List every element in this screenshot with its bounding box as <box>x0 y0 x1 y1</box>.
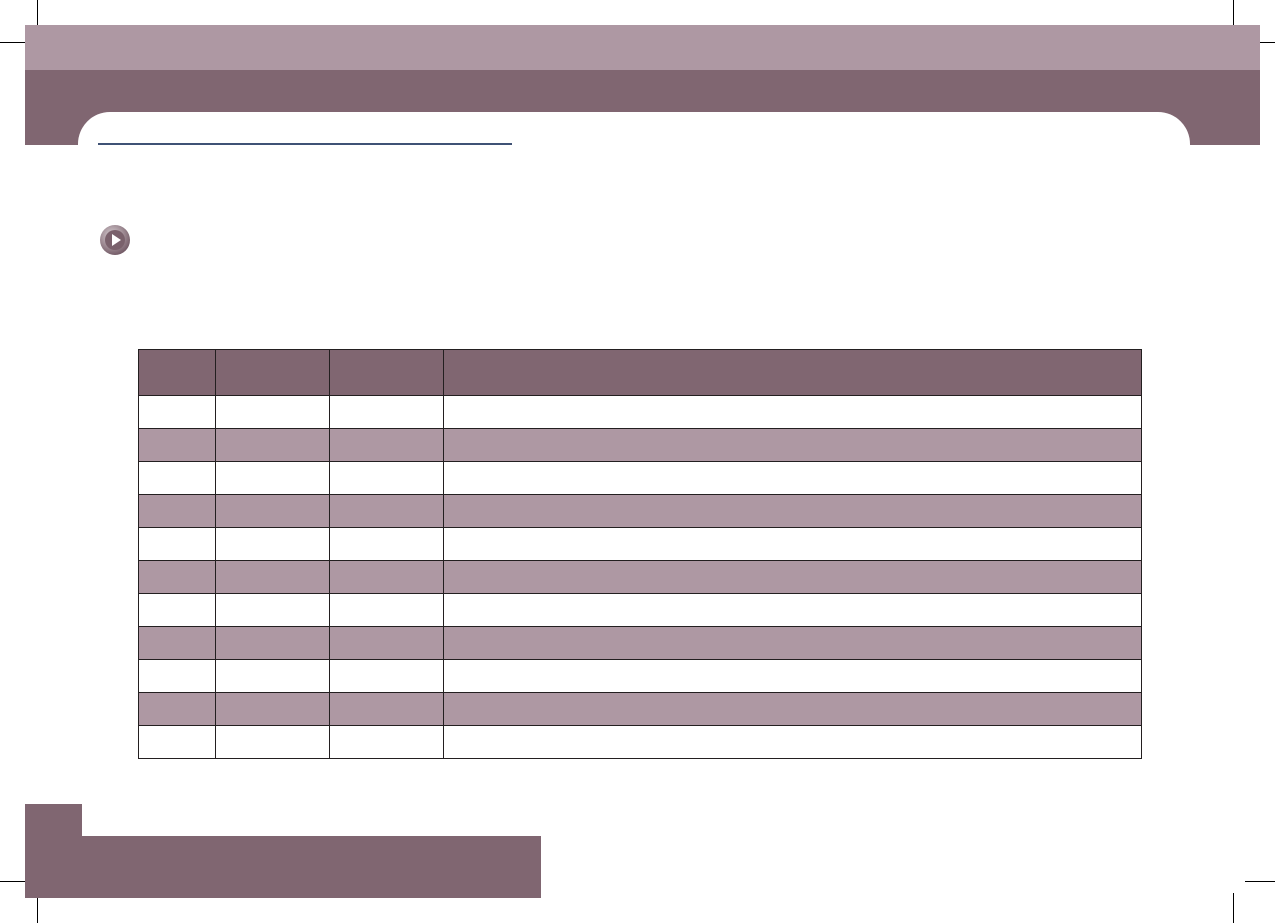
table-row <box>138 659 1142 693</box>
table-cell <box>215 461 330 495</box>
table-cell <box>138 659 216 693</box>
table-cell <box>215 428 330 462</box>
column-header <box>138 349 216 396</box>
content-area-tab <box>78 112 1190 152</box>
table-cell <box>329 494 444 528</box>
table-cell <box>215 527 330 561</box>
table-cell <box>329 461 444 495</box>
crop-mark <box>37 893 38 923</box>
table-row <box>138 395 1142 429</box>
table-row <box>138 725 1142 759</box>
play-circle-icon <box>99 224 131 256</box>
header-band-light <box>25 25 1260 70</box>
crop-mark <box>1233 893 1234 923</box>
table-row <box>138 560 1142 594</box>
table-cell <box>215 593 330 627</box>
column-header <box>329 349 444 396</box>
table-cell <box>329 725 444 759</box>
data-table <box>138 349 1142 759</box>
table-cell <box>138 461 216 495</box>
table-cell <box>215 494 330 528</box>
table-cell <box>215 659 330 693</box>
table-cell <box>443 494 1142 528</box>
table-row <box>138 527 1142 561</box>
column-header <box>215 349 330 396</box>
table-cell <box>329 659 444 693</box>
table-cell <box>443 428 1142 462</box>
table-cell <box>443 692 1142 726</box>
table-cell <box>215 560 330 594</box>
table-cell <box>443 626 1142 660</box>
column-header <box>443 349 1142 396</box>
table-row <box>138 428 1142 462</box>
crop-mark <box>1233 0 1234 29</box>
table-cell <box>329 527 444 561</box>
table-cell <box>329 692 444 726</box>
table-row <box>138 494 1142 528</box>
table-cell <box>329 560 444 594</box>
crop-mark <box>37 0 38 29</box>
table-header-row <box>138 349 1142 396</box>
table-cell <box>443 461 1142 495</box>
table-cell <box>215 626 330 660</box>
crop-mark <box>1245 881 1275 882</box>
table-cell <box>329 626 444 660</box>
table-cell <box>443 395 1142 429</box>
table-row <box>138 461 1142 495</box>
table-cell <box>443 725 1142 759</box>
table-row <box>138 626 1142 660</box>
table-cell <box>443 560 1142 594</box>
title-underline <box>98 143 512 145</box>
table-cell <box>443 593 1142 627</box>
table-cell <box>443 659 1142 693</box>
crop-mark <box>0 881 26 882</box>
table-row <box>138 593 1142 627</box>
table-cell <box>329 428 444 462</box>
table-cell <box>138 527 216 561</box>
footer-corner <box>82 804 122 836</box>
table-cell <box>329 593 444 627</box>
table-cell <box>329 395 444 429</box>
table-row <box>138 692 1142 726</box>
table-cell <box>215 395 330 429</box>
table-cell <box>443 527 1142 561</box>
table-cell <box>138 725 216 759</box>
table-cell <box>138 593 216 627</box>
table-cell <box>215 725 330 759</box>
table-cell <box>138 428 216 462</box>
table-cell <box>138 560 216 594</box>
table-cell <box>138 494 216 528</box>
table-cell <box>138 626 216 660</box>
crop-mark <box>0 42 26 43</box>
table-cell <box>138 692 216 726</box>
crop-mark <box>1245 42 1275 43</box>
footer-bar <box>25 836 541 898</box>
table-cell <box>138 395 216 429</box>
table-cell <box>215 692 330 726</box>
